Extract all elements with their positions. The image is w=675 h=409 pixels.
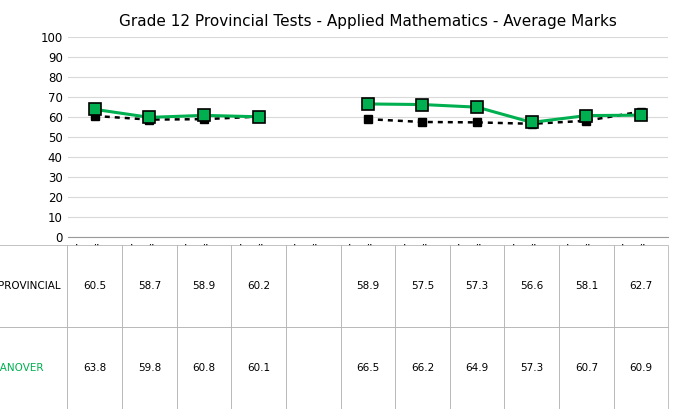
HANOVER bbox=[90, 107, 99, 112]
PROVINCIAL bbox=[254, 114, 263, 119]
PROVINCIAL bbox=[200, 117, 208, 121]
Line: PROVINCIAL: PROVINCIAL bbox=[90, 112, 263, 124]
PROVINCIAL bbox=[145, 117, 153, 122]
HANOVER bbox=[254, 115, 263, 119]
HANOVER bbox=[145, 115, 153, 120]
HANOVER bbox=[200, 113, 208, 118]
Line: HANOVER: HANOVER bbox=[89, 104, 264, 123]
Title: Grade 12 Provincial Tests - Applied Mathematics - Average Marks: Grade 12 Provincial Tests - Applied Math… bbox=[119, 13, 617, 29]
PROVINCIAL bbox=[90, 114, 99, 119]
